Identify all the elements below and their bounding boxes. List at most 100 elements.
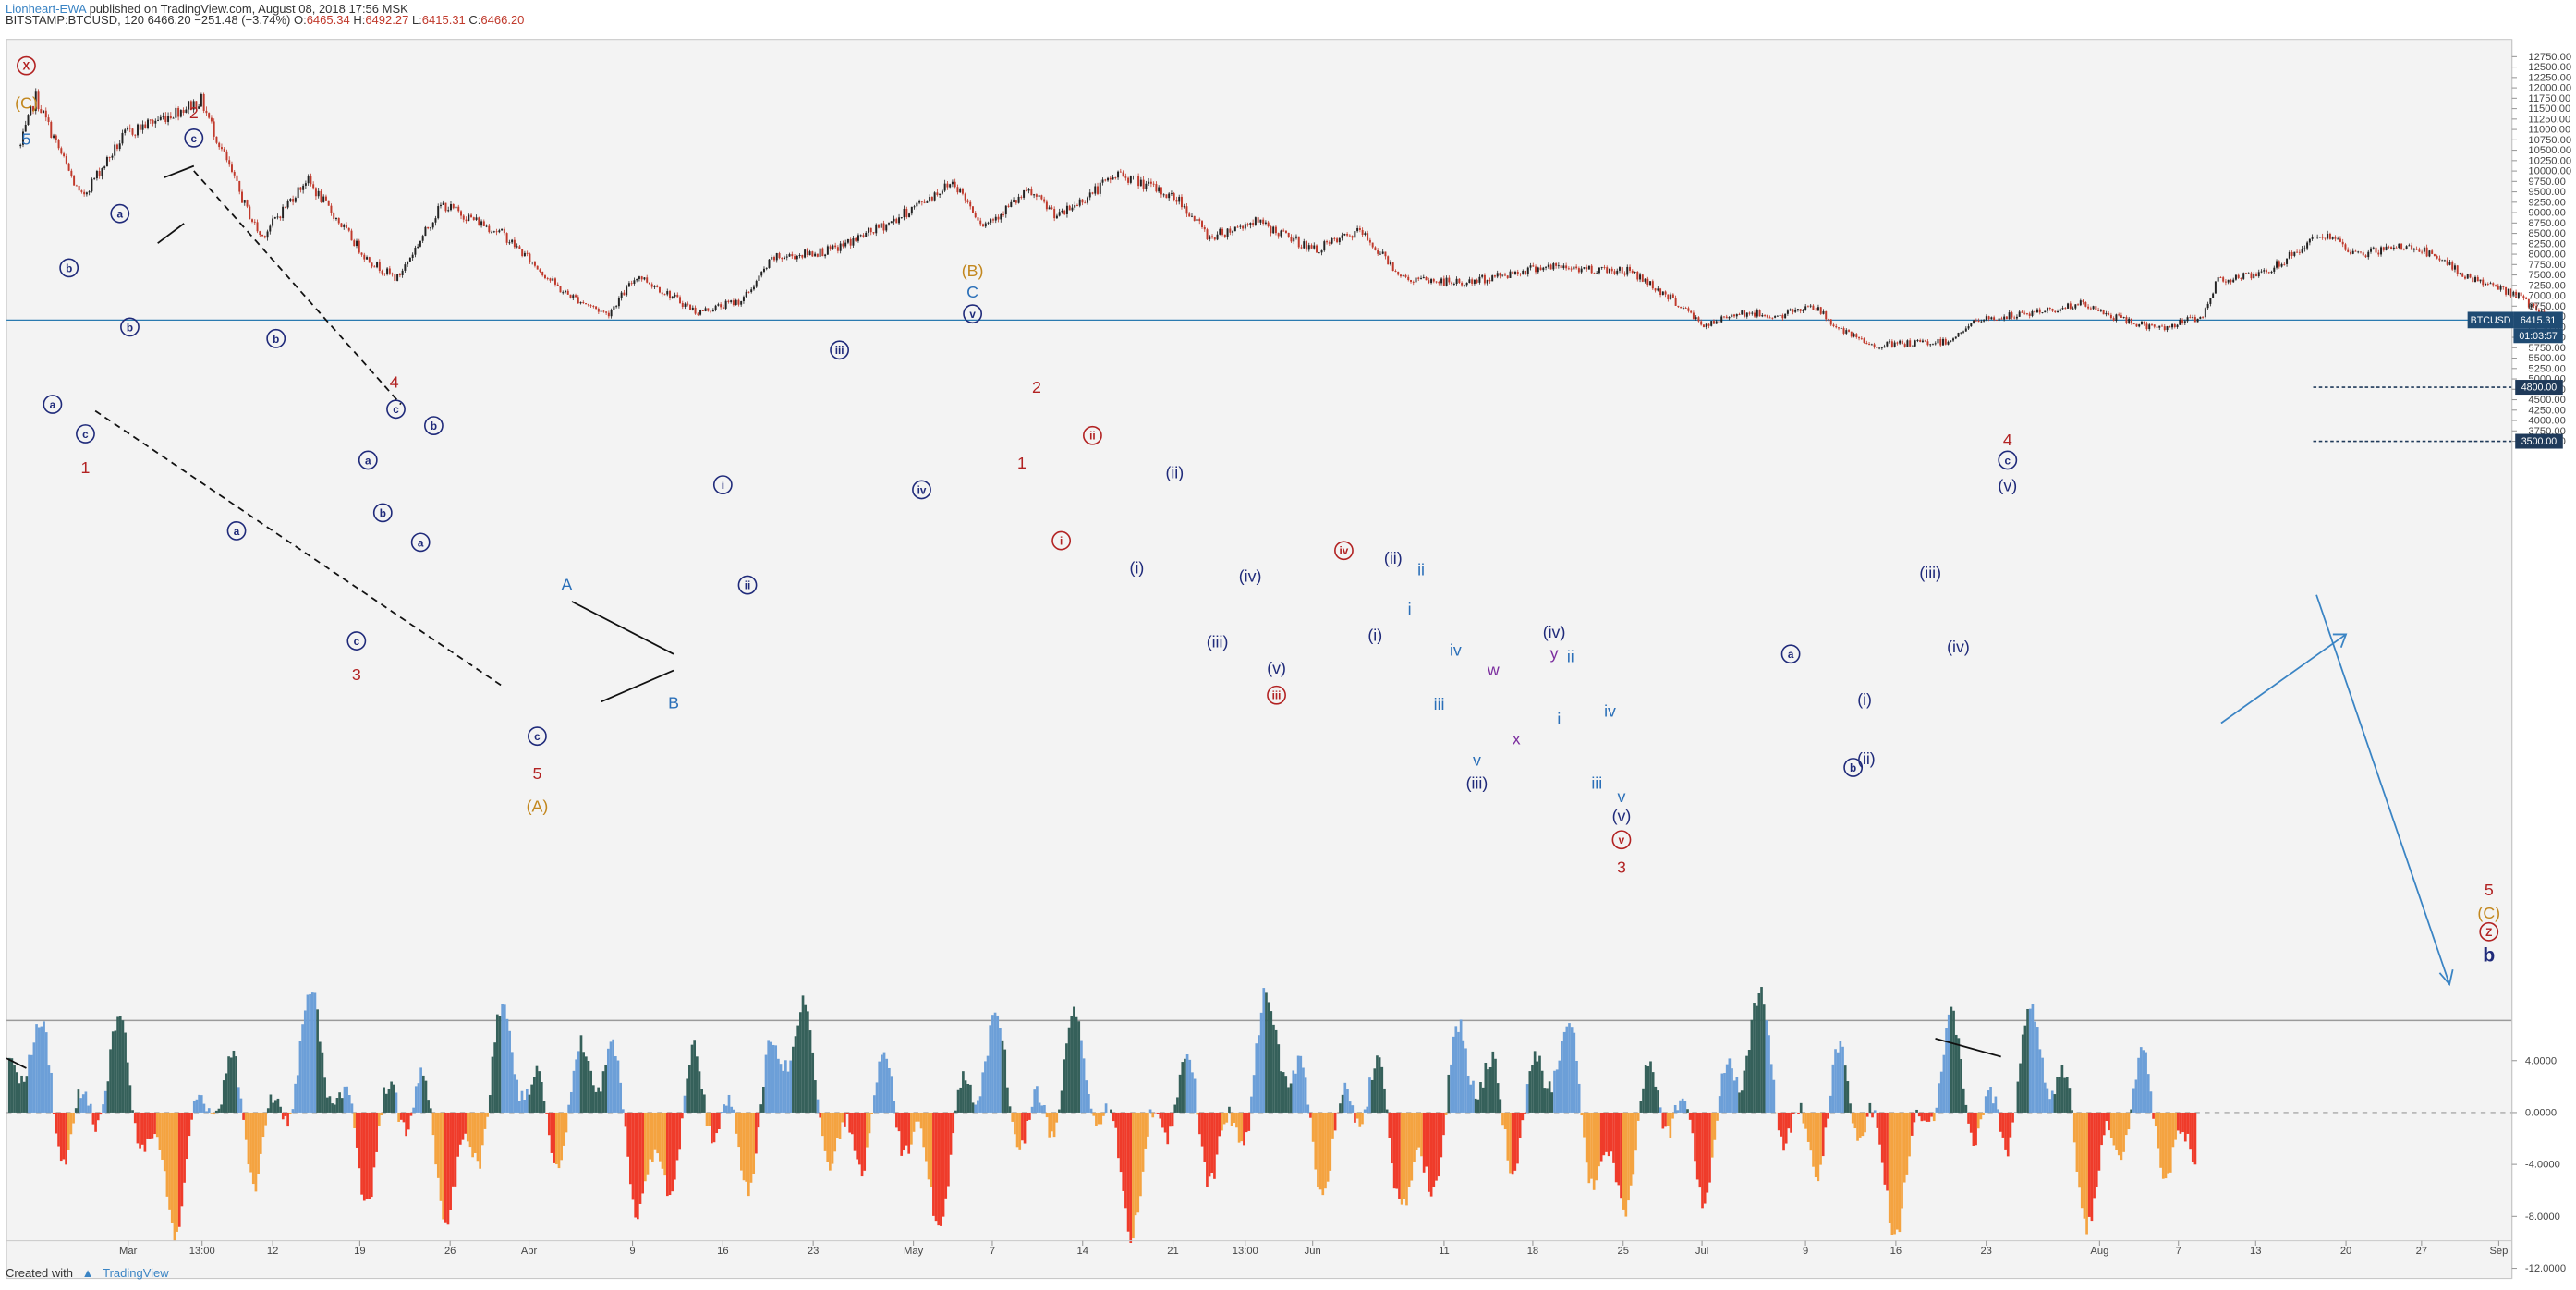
wave-label-circle — [963, 304, 983, 324]
oscillator-bar — [1602, 1112, 1606, 1156]
oscillator-bar — [964, 1080, 967, 1113]
oscillator-bar — [1454, 1026, 1458, 1113]
candle-body — [1501, 274, 1504, 276]
oscillator-bar — [1136, 1112, 1140, 1213]
oscillator-bar — [1947, 1014, 1950, 1113]
tradingview-logo-icon[interactable]: ▲ — [81, 1266, 94, 1280]
oscillator-bar — [912, 1112, 916, 1132]
candle-body — [565, 290, 566, 293]
oscillator-bar — [1718, 1096, 1721, 1113]
level-tag-label: 3500.00 — [2521, 436, 2558, 447]
oscillator-bar — [1193, 1078, 1197, 1113]
candle-body — [1779, 314, 1781, 316]
candle-body — [1786, 310, 1789, 314]
oscillator-bar — [1447, 1074, 1451, 1113]
candle-body — [689, 304, 692, 310]
oscillator-bar — [94, 1112, 97, 1132]
candle-body — [32, 106, 34, 112]
candle-body — [1723, 316, 1725, 318]
candle-body — [1496, 273, 1499, 277]
candle-body — [2109, 314, 2112, 319]
candle-body — [63, 153, 66, 156]
oscillator-bar — [1250, 1096, 1253, 1113]
oscillator-bar — [808, 1030, 812, 1113]
candle-body — [794, 256, 796, 260]
candle-body — [304, 183, 307, 186]
candle-body — [1452, 284, 1455, 285]
oscillator-bar — [823, 1112, 827, 1151]
oscillator-bar — [767, 1040, 771, 1113]
wave-label: v — [1619, 834, 1625, 846]
oscillator-bar — [1839, 1041, 1842, 1113]
oscillator-bar — [591, 1085, 595, 1113]
oscillator-bar — [1880, 1112, 1884, 1163]
oscillator-bar — [1599, 1112, 1603, 1162]
candle-body — [27, 115, 30, 125]
oscillator-bar — [1494, 1058, 1497, 1113]
oscillator-bar — [1920, 1112, 1924, 1122]
candle-body — [1420, 278, 1423, 279]
candle-body — [2171, 323, 2174, 328]
oscillator-bar — [2068, 1088, 2072, 1113]
oscillator-bar — [2174, 1112, 2177, 1140]
candle-body — [2380, 247, 2383, 255]
candle-body — [523, 252, 526, 257]
oscillator-bar — [940, 1112, 942, 1226]
wave-label: 5 — [2485, 881, 2494, 899]
oscillator-bar — [1055, 1112, 1059, 1123]
candle-body — [1313, 245, 1316, 249]
oscillator-bar — [2080, 1112, 2084, 1209]
candle-body — [213, 121, 215, 137]
candle-body — [2095, 306, 2097, 310]
oscillator-bar — [971, 1102, 975, 1113]
candle-body — [366, 257, 369, 260]
candle-body — [2132, 323, 2135, 325]
candle-body — [2525, 298, 2528, 299]
price-tick-label: 5500.00 — [2528, 353, 2565, 364]
candle-body — [735, 299, 737, 306]
candle-body — [322, 196, 325, 202]
candle-body — [1346, 234, 1349, 236]
wave-label: c — [393, 404, 399, 416]
oscillator-bar — [217, 1108, 221, 1113]
author-link[interactable]: Lionheart-EWA — [6, 2, 86, 16]
oscillator-bar — [1067, 1027, 1071, 1113]
candle-body — [615, 306, 618, 308]
wave-label: 2 — [189, 103, 199, 122]
candle-body — [230, 164, 233, 172]
oscillator-bar — [1015, 1112, 1019, 1148]
oscillator-bar — [1003, 1049, 1007, 1113]
oscillator-bar — [316, 1009, 319, 1113]
oscillator-bar — [1355, 1112, 1359, 1119]
tradingview-link[interactable]: TradingView — [103, 1266, 169, 1280]
oscillator-bar — [321, 1052, 324, 1113]
candle-body — [1600, 267, 1603, 268]
oscillator-bar — [1491, 1051, 1495, 1113]
candle-body — [2038, 309, 2041, 313]
oscillator-bar — [1592, 1112, 1596, 1190]
candle-body — [875, 224, 878, 234]
candle-body — [814, 253, 817, 257]
candle-body — [1825, 310, 1828, 320]
candle-body — [2025, 313, 2028, 315]
candle-body — [1422, 277, 1425, 279]
oscillator-bar — [2108, 1112, 2110, 1131]
candle-body — [1751, 312, 1754, 314]
candle-body — [1430, 279, 1433, 284]
candle-body — [720, 304, 723, 308]
trendline-drawings — [6, 164, 2454, 1069]
oscillator-bar — [259, 1112, 262, 1154]
oscillator-bar — [103, 1090, 107, 1113]
candle-body — [990, 219, 992, 223]
oscillator-bar — [838, 1112, 842, 1139]
oscillator-bar — [434, 1112, 437, 1165]
oscillator-bar — [540, 1081, 543, 1113]
oscillator-bar — [1045, 1112, 1049, 1118]
candle-body — [2331, 237, 2334, 239]
oscillator-bar — [1459, 1019, 1463, 1113]
wave-label: C — [966, 283, 978, 301]
oscillator-bar — [294, 1083, 297, 1113]
candle-body — [1407, 276, 1410, 281]
